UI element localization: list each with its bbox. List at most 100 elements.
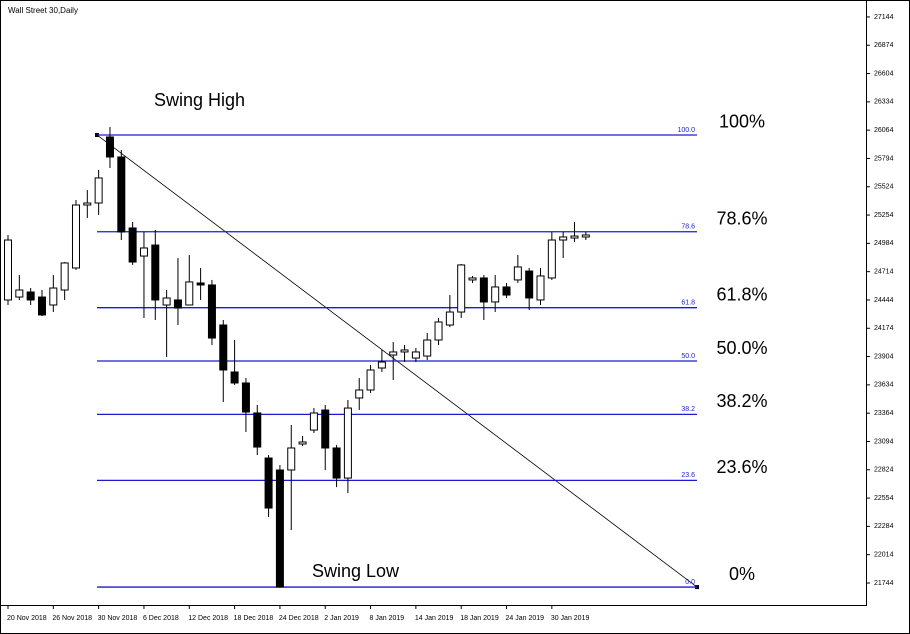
fib-level-label: 61.8 [681,300,695,307]
candle-body [536,275,545,301]
candle-body [128,227,137,263]
candle-body [309,412,318,431]
candle-body [15,289,24,298]
y-tick-label: 26604 [874,70,894,77]
candle-body [321,409,330,449]
x-tick-label: 20 Nov 2018 [7,615,47,622]
candle-body [83,202,92,206]
candle-body [559,236,568,241]
x-tick-label: 18 Jan 2019 [460,615,499,622]
y-tick-label: 24984 [874,240,894,247]
candle-body [37,296,46,316]
fib-level-label: 38.2 [681,406,695,413]
candle-body [60,262,69,291]
candle-body [581,234,590,238]
candle-body [525,270,534,299]
candle-body [479,277,488,303]
x-tick-label: 2 Jan 2019 [324,615,359,622]
fib-level-text: 78.6% [716,208,767,228]
candle-body [185,281,194,306]
candle-body [423,339,432,357]
candle-body [491,286,500,303]
x-tick-label: 8 Jan 2019 [370,615,405,622]
y-tick-label: 23364 [874,410,894,417]
fib-level-text: 38.2% [716,391,767,411]
x-tick-label: 30 Nov 2018 [98,615,138,622]
candle-body [570,235,579,239]
candle-body [547,239,556,279]
x-tick-label: 26 Nov 2018 [52,615,92,622]
candle-body [253,412,262,448]
candle-body [377,361,386,369]
y-tick-label: 25254 [874,212,894,219]
fib-level-label: 0.0 [685,579,695,586]
candle-body [139,247,148,257]
y-tick-label: 23634 [874,382,894,389]
candle-body [94,177,103,204]
candle-body [275,469,284,588]
y-tick-label: 22824 [874,467,894,474]
candle-body [355,389,364,399]
candle-body [366,369,375,391]
y-tick-label: 24174 [874,325,894,332]
fib-level-text: 100% [719,112,765,132]
candle-body [71,204,80,269]
candle-body [26,291,35,301]
candle-body [400,349,409,353]
candle-body [445,311,454,326]
y-tick-label: 22284 [874,523,894,530]
candle-body [196,282,205,286]
candle-body [332,447,341,479]
x-tick-label: 18 Dec 2018 [234,615,274,622]
candle-body [411,351,420,359]
candle-body [49,287,58,306]
candle-body [457,264,466,313]
fib-level-label: 100.0 [677,127,695,134]
fib-level-text: 0% [729,564,755,584]
x-tick-label: 14 Jan 2019 [415,615,454,622]
candle-body [162,297,171,306]
annotation: Swing High [154,90,245,110]
annotation: Swing Low [312,561,400,581]
fib-level-label: 23.6 [681,472,695,479]
y-tick-label: 25794 [874,155,894,162]
candle-body [173,299,182,309]
y-tick-label: 22014 [874,552,894,559]
y-tick-label: 25524 [874,184,894,191]
candle-body [287,447,296,471]
x-tick-label: 30 Jan 2019 [551,615,590,622]
candle-body [513,266,522,281]
x-tick-label: 24 Dec 2018 [279,615,319,622]
candle-body [241,382,250,413]
y-tick-label: 24444 [874,297,894,304]
candle-body [434,321,443,341]
candle-body [151,244,160,301]
fib-level-text: 61.8% [716,284,767,304]
y-tick-label: 26874 [874,42,894,49]
x-tick-label: 24 Jan 2019 [506,615,545,622]
candle-body [207,284,216,339]
fib-level-text: 50.0% [716,338,767,358]
y-tick-label: 27144 [874,14,894,21]
x-tick-label: 6 Dec 2018 [143,615,179,622]
y-tick-label: 23094 [874,438,894,445]
y-tick-label: 21744 [874,580,894,587]
fib-level-label: 78.6 [681,224,695,231]
candle-body [117,156,126,233]
candle-body [298,441,307,445]
candle-body [468,277,477,281]
y-tick-label: 26064 [874,127,894,134]
candle-body [502,286,511,296]
fib-level-text: 23.6% [716,457,767,477]
candle-body [4,239,12,301]
y-tick-label: 26334 [874,99,894,106]
candle-body [343,407,352,479]
candle-body [105,136,114,158]
fib-level-label: 50.0 [681,353,695,360]
candle-body [219,324,228,371]
candle-body [230,371,239,384]
candle-body [264,457,273,509]
y-tick-label: 22554 [874,495,894,502]
